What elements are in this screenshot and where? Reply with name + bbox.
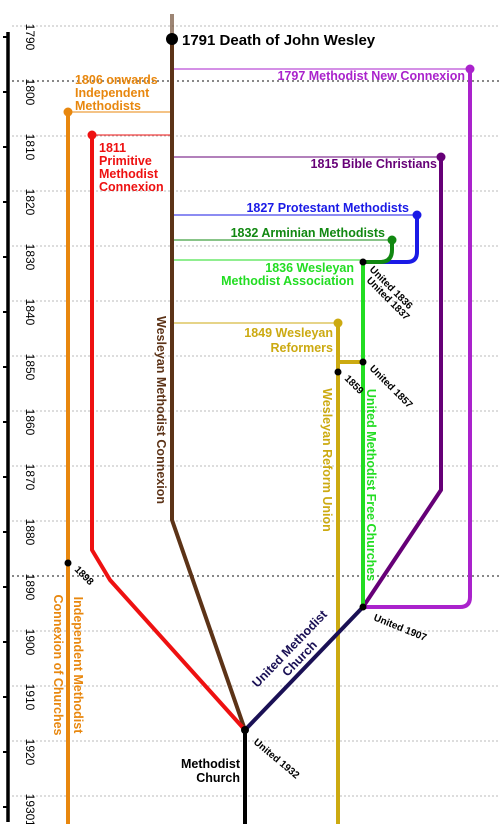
imc-label-line: Independent Methodist [71, 597, 85, 735]
arminian-marker [387, 235, 397, 245]
independent-label-line: Independent [75, 86, 150, 100]
merger-dots [64, 258, 367, 734]
new-connexion-line [363, 69, 472, 609]
merger-1859-dot [334, 368, 342, 376]
decade-label: 1890 [23, 574, 37, 601]
independent-label-line: Methodists [75, 99, 141, 113]
bible-christians-label: 1815 Bible Christians [311, 157, 437, 171]
branches [66, 14, 472, 824]
decade-label: 1810 [23, 134, 37, 161]
independent-label: 1806 onwards Independent Methodists [75, 73, 158, 113]
merger-1907-dot [359, 603, 367, 611]
bible-christians-line [361, 157, 443, 609]
reformers-marker [333, 318, 343, 328]
decade-label: 1800 [23, 79, 37, 106]
bible-christians-marker [436, 152, 446, 162]
merger-1898-label: 1898 [72, 564, 96, 588]
wma-label: 1836 Wesleyan Methodist Association [221, 261, 354, 288]
primitive-marker [87, 130, 97, 140]
methodist-church-label-line: Methodist [181, 757, 241, 771]
decade-label: 1870 [23, 464, 37, 491]
wma-label-line: 1836 Wesleyan [265, 261, 354, 275]
reformers-label-line: Reformers [270, 341, 333, 355]
primitive-label-line: 1811 [99, 141, 126, 155]
schism-connectors [68, 68, 470, 324]
protestant-label: 1827 Protestant Methodists [246, 201, 409, 215]
decade-label: 1930 [23, 794, 37, 821]
arminian-label: 1832 Arminian Methodists [231, 226, 385, 240]
decade-label: 1840 [23, 299, 37, 326]
arminian-line [363, 240, 394, 264]
decade-label: 1880 [23, 519, 37, 546]
independent-label-line: 1806 onwards [75, 73, 158, 87]
death-marker [166, 33, 178, 45]
decade-label: 1920 [23, 739, 37, 766]
independent-marker [63, 107, 73, 117]
umfc-label: United Methodist Free Churches [364, 389, 378, 581]
primitive-line [90, 135, 247, 732]
umc-label: United Methodist Church [249, 607, 330, 690]
primitive-label-line: Connexion [99, 180, 164, 194]
wesleyan-connexion-label: Wesleyan Methodist Connexion [154, 316, 168, 504]
reformers-label-line: 1849 Wesleyan [244, 326, 333, 340]
umc-line [243, 605, 365, 732]
primitive-label-line: Primitive [99, 154, 152, 168]
decade-label: 1860 [23, 409, 37, 436]
merger-1932-label: United 1932 [251, 737, 301, 782]
decade-label: 1790 [23, 24, 37, 51]
methodist-church-label: Methodist Church [181, 757, 241, 785]
merger-1898-dot [64, 559, 72, 567]
protestant-line [363, 215, 419, 264]
decade-label: 1820 [23, 189, 37, 216]
imc-label: Independent Methodist Connexion of Churc… [51, 595, 85, 736]
wma-label-line: Methodist Association [221, 274, 354, 288]
reformers-label: 1849 Wesleyan Reformers [244, 326, 333, 355]
decade-label: 1940 [23, 820, 37, 824]
wesleyan-line [170, 39, 247, 731]
merger-1932-dot [241, 726, 249, 734]
decade-label: 1830 [23, 244, 37, 271]
new-connexion-marker [465, 64, 475, 74]
merger-1836-dot [359, 258, 367, 266]
decade-label: 1850 [23, 354, 37, 381]
time-axis: 1790 1800 1810 1820 1830 1840 1850 1860 … [3, 24, 37, 824]
primitive-label-line: Methodist [99, 167, 159, 181]
imc-label-line: Connexion of Churches [51, 595, 65, 736]
merger-1907-label: United 1907 [372, 613, 429, 644]
primitive-label: 1811 Primitive Methodist Connexion [99, 141, 164, 194]
start-dots [63, 33, 475, 328]
decade-label: 1900 [23, 629, 37, 656]
death-label: 1791 Death of John Wesley [182, 32, 376, 49]
new-connexion-label: 1797 Methodist New Connexion [277, 69, 465, 83]
reform-union-label: Wesleyan Reform Union [320, 388, 334, 532]
methodist-church-label-line: Church [196, 771, 240, 785]
merger-1857-dot [359, 358, 367, 366]
decade-label: 1910 [23, 684, 37, 711]
protestant-marker [412, 210, 422, 220]
